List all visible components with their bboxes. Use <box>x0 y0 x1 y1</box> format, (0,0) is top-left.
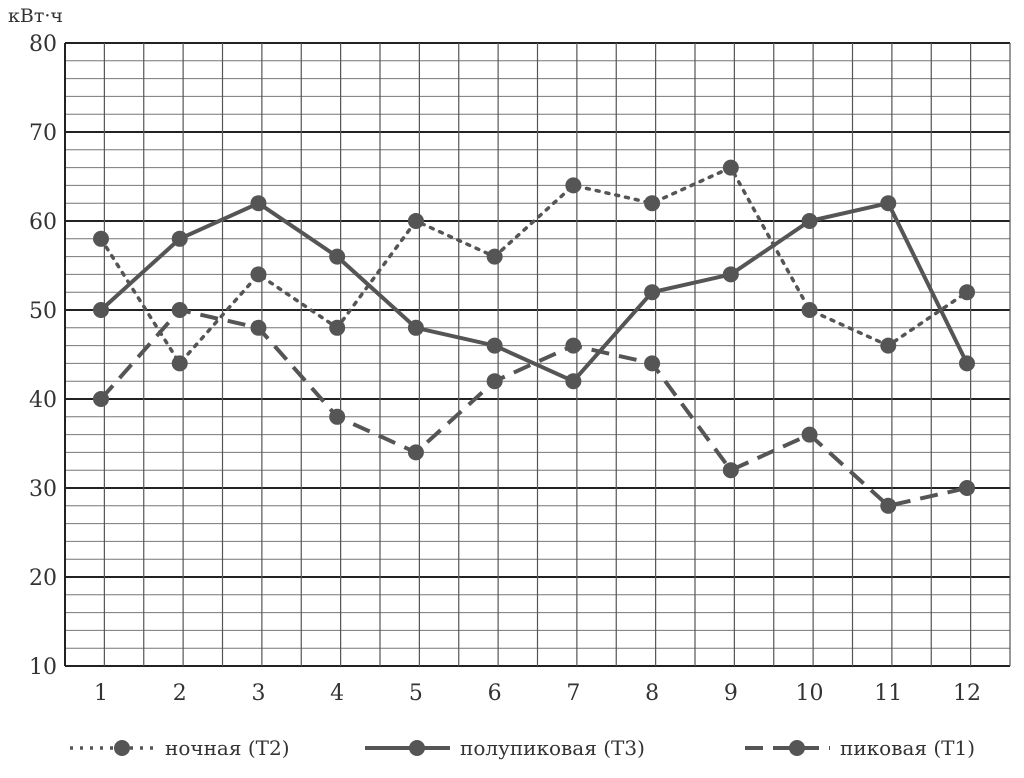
data-point <box>486 337 503 354</box>
x-tick-label: 8 <box>645 681 659 706</box>
data-point <box>644 355 661 372</box>
legend-marker <box>409 740 425 756</box>
x-tick-label: 5 <box>409 681 423 706</box>
data-point <box>250 319 267 336</box>
data-point <box>959 480 975 496</box>
x-tick-label: 4 <box>330 681 344 706</box>
data-point <box>959 355 975 372</box>
x-tick-label: 6 <box>488 681 502 706</box>
y-tick-label: 20 <box>29 566 57 591</box>
data-point <box>644 195 661 212</box>
legend-marker <box>114 740 130 756</box>
x-tick-label: 10 <box>796 681 824 706</box>
data-point <box>250 195 267 212</box>
series-solid <box>93 195 975 390</box>
data-point <box>171 230 188 247</box>
series-dotted <box>93 159 975 372</box>
data-point <box>801 213 818 229</box>
legend: ночная (Т2) полупиковая (Т3) пиковая (Т1) <box>70 736 975 760</box>
y-tick-label: 10 <box>29 655 57 680</box>
legend-label: пиковая (Т1) <box>840 736 975 760</box>
data-point <box>565 373 582 390</box>
x-tick-label: 1 <box>94 681 108 706</box>
legend-label: ночная (Т2) <box>165 736 290 760</box>
series-dashed <box>93 302 975 514</box>
data-point <box>93 302 109 318</box>
data-point <box>93 391 109 407</box>
legend-item: ночная (Т2) <box>70 736 290 760</box>
data-point <box>329 248 346 265</box>
x-tick-label: 2 <box>173 681 187 706</box>
data-point <box>407 319 424 336</box>
series-line <box>99 165 969 367</box>
data-point <box>644 284 661 301</box>
data-point <box>880 195 897 212</box>
data-point <box>171 355 188 372</box>
series-line <box>99 307 968 508</box>
data-point <box>722 462 739 479</box>
y-tick-label: 40 <box>29 388 57 413</box>
data-point <box>407 213 424 229</box>
data-point <box>565 337 582 354</box>
x-tick-label: 3 <box>251 681 265 706</box>
y-tick-label: 50 <box>29 299 57 324</box>
y-tick-label: 60 <box>29 210 57 235</box>
data-point <box>722 266 739 283</box>
data-point <box>959 284 975 301</box>
x-tick-label: 11 <box>874 681 902 706</box>
y-axis-label: кВт·ч <box>8 5 63 27</box>
y-tick-label: 80 <box>29 32 57 57</box>
series-lines <box>93 159 975 514</box>
data-point <box>880 337 897 354</box>
data-point <box>486 248 503 265</box>
data-point <box>329 408 346 425</box>
y-tick-label: 70 <box>29 121 57 146</box>
data-point <box>880 497 897 514</box>
legend-item: полупиковая (Т3) <box>365 736 645 760</box>
y-ticks: 10 20 30 40 50 60 70 80 <box>29 32 57 680</box>
data-point <box>171 302 188 318</box>
data-point <box>565 177 582 194</box>
legend-item: пиковая (Т1) <box>745 736 975 760</box>
legend-label: полупиковая (Т3) <box>460 736 645 760</box>
data-point <box>801 426 818 443</box>
y-tick-label: 30 <box>29 477 57 502</box>
data-point <box>93 230 109 247</box>
legend-marker <box>789 740 805 756</box>
data-point <box>801 302 818 318</box>
data-point <box>250 266 267 283</box>
data-point <box>486 373 503 390</box>
data-point <box>407 444 424 461</box>
series-line <box>99 200 969 384</box>
x-ticks: 1 2 3 4 5 6 7 8 9 10 11 12 <box>94 681 981 706</box>
data-point <box>722 159 739 176</box>
x-tick-label: 9 <box>724 681 738 706</box>
x-tick-label: 7 <box>566 681 580 706</box>
data-point <box>329 319 346 336</box>
grid <box>64 42 1011 667</box>
x-tick-label: 12 <box>953 681 981 706</box>
